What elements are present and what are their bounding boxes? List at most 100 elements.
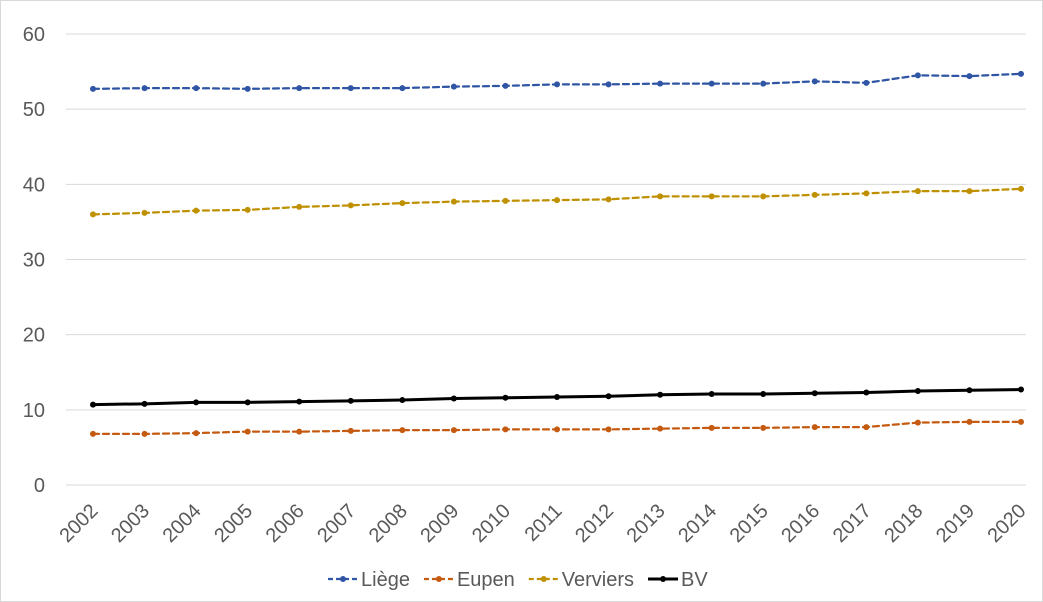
x-tick-label: 2020 bbox=[984, 500, 1031, 547]
y-axis: 0 10 20 30 40 50 60 bbox=[23, 24, 45, 497]
x-tick-label: 2007 bbox=[313, 500, 360, 547]
data-point-liège bbox=[450, 83, 457, 90]
x-tick-label: 2005 bbox=[210, 500, 257, 547]
data-point-bv bbox=[141, 400, 148, 407]
legend-label-verviers: Verviers bbox=[562, 569, 634, 591]
legend-label-bv: BV bbox=[681, 569, 708, 591]
data-point-eupen bbox=[657, 425, 664, 432]
y-tick-label: 30 bbox=[23, 250, 45, 272]
x-tick-label: 2011 bbox=[521, 500, 567, 546]
x-tick-label: 2004 bbox=[159, 500, 206, 547]
data-point-verviers bbox=[296, 203, 303, 210]
data-point-liège bbox=[605, 81, 612, 88]
data-point-verviers bbox=[1018, 185, 1024, 192]
data-point-verviers bbox=[502, 197, 509, 204]
data-point-bv bbox=[914, 388, 921, 395]
x-tick-label: 2008 bbox=[365, 500, 412, 547]
data-point-bv bbox=[554, 394, 560, 401]
data-point-verviers bbox=[193, 207, 200, 214]
data-point-verviers bbox=[811, 191, 818, 198]
data-point-bv bbox=[450, 395, 457, 402]
y-tick-label: 60 bbox=[23, 24, 45, 46]
data-point-bv bbox=[657, 391, 664, 398]
data-point-eupen bbox=[193, 430, 200, 437]
x-tick-label: 2019 bbox=[932, 500, 979, 547]
data-point-eupen bbox=[141, 430, 148, 437]
data-point-verviers bbox=[914, 188, 921, 195]
y-tick-label: 0 bbox=[34, 475, 45, 497]
x-tick-label: 2002 bbox=[56, 500, 103, 547]
data-point-liège bbox=[1018, 70, 1024, 77]
data-point-eupen bbox=[554, 426, 560, 433]
x-axis: 2002 2003 2004 2005 2006 2007 2008 2009 2010 2011… bbox=[56, 500, 1031, 547]
x-tick-label: 2006 bbox=[262, 500, 309, 547]
data-point-verviers bbox=[708, 193, 715, 200]
data-point-bv bbox=[90, 401, 96, 408]
data-point-eupen bbox=[347, 427, 354, 434]
data-point-eupen bbox=[244, 428, 251, 435]
data-point-eupen bbox=[760, 424, 767, 431]
legend-marker-verviers bbox=[540, 576, 547, 582]
data-point-liège bbox=[914, 72, 921, 79]
x-tick-label: 2003 bbox=[107, 500, 154, 547]
data-point-bv bbox=[244, 399, 251, 406]
data-point-verviers bbox=[863, 190, 870, 197]
data-point-liège bbox=[811, 78, 818, 85]
data-point-verviers bbox=[966, 188, 973, 195]
data-point-verviers bbox=[657, 193, 664, 200]
data-point-bv bbox=[1018, 386, 1024, 393]
y-tick-label: 50 bbox=[23, 99, 45, 121]
data-point-eupen bbox=[708, 424, 715, 431]
legend-label-liège: Liège bbox=[361, 569, 410, 591]
data-point-liège bbox=[863, 79, 870, 86]
series-group bbox=[90, 70, 1024, 437]
legend-marker-bv bbox=[660, 576, 667, 582]
data-point-bv bbox=[605, 393, 612, 400]
data-point-eupen bbox=[1018, 418, 1024, 425]
data-point-verviers bbox=[141, 209, 148, 216]
data-point-eupen bbox=[90, 430, 96, 437]
data-point-verviers bbox=[90, 211, 96, 218]
x-tick-label: 2017 bbox=[829, 500, 876, 547]
data-point-verviers bbox=[760, 193, 767, 200]
x-tick-label: 2015 bbox=[726, 500, 773, 547]
data-point-liège bbox=[966, 73, 973, 80]
data-point-liège bbox=[708, 80, 715, 87]
y-tick-label: 20 bbox=[23, 325, 45, 347]
data-point-bv bbox=[708, 391, 715, 398]
data-point-liège bbox=[399, 85, 406, 92]
data-point-eupen bbox=[450, 427, 457, 434]
x-tick-label: 2013 bbox=[623, 500, 670, 547]
data-point-liège bbox=[502, 82, 509, 89]
data-point-liège bbox=[141, 85, 148, 92]
data-point-verviers bbox=[244, 206, 251, 213]
data-point-liège bbox=[296, 85, 303, 92]
data-point-liège bbox=[760, 80, 767, 87]
data-point-eupen bbox=[502, 426, 509, 433]
data-point-verviers bbox=[450, 198, 457, 205]
data-point-verviers bbox=[605, 196, 612, 203]
y-tick-label: 40 bbox=[23, 174, 45, 196]
data-point-liège bbox=[90, 85, 96, 92]
data-point-bv bbox=[811, 390, 818, 397]
data-point-bv bbox=[347, 397, 354, 404]
gridlines bbox=[66, 33, 1026, 486]
x-tick-label: 2014 bbox=[674, 500, 721, 547]
data-point-verviers bbox=[554, 197, 560, 204]
data-point-bv bbox=[502, 394, 509, 401]
data-point-liège bbox=[554, 81, 560, 88]
data-point-bv bbox=[399, 397, 406, 404]
data-point-bv bbox=[193, 399, 200, 406]
data-point-liège bbox=[657, 80, 664, 87]
data-point-eupen bbox=[966, 418, 973, 425]
x-tick-label: 2009 bbox=[416, 500, 463, 547]
legend-marker-liège bbox=[340, 576, 346, 582]
data-point-bv bbox=[760, 391, 767, 398]
data-point-bv bbox=[966, 387, 973, 394]
x-tick-label: 2016 bbox=[777, 500, 824, 547]
x-tick-label: 2010 bbox=[468, 500, 515, 547]
data-point-eupen bbox=[296, 428, 303, 435]
y-tick-label: 10 bbox=[23, 400, 45, 422]
data-point-eupen bbox=[863, 424, 870, 431]
